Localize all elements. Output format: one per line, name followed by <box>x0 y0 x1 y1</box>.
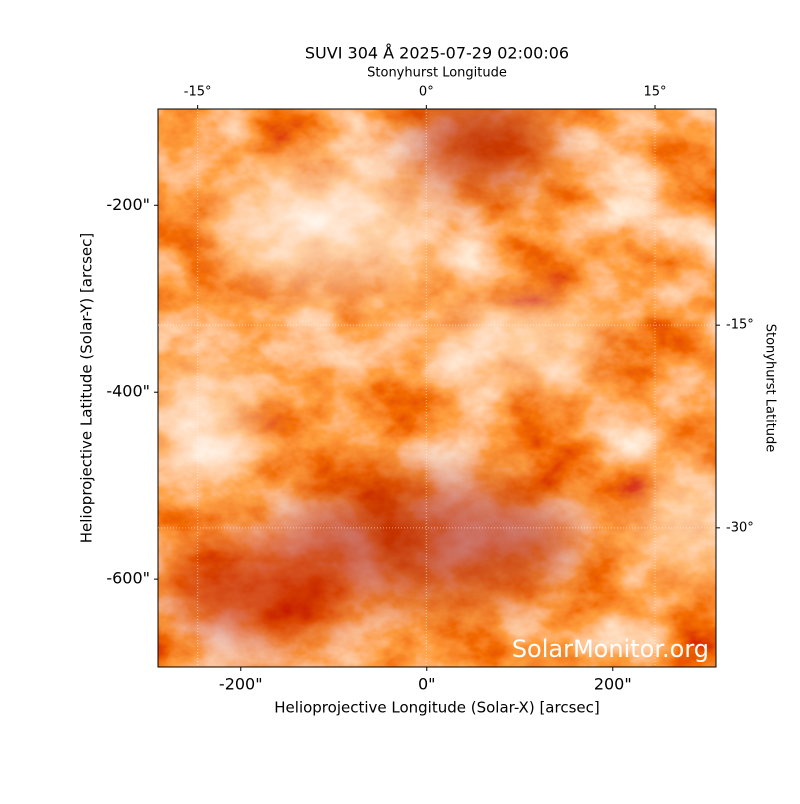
x-tick-label: 200" <box>594 675 632 694</box>
y-tick-label: -600" <box>106 569 150 588</box>
watermark: SolarMonitor.org <box>512 635 709 663</box>
x2-label: Stonyhurst Longitude <box>367 66 507 81</box>
y-tick-label: -400" <box>106 382 150 401</box>
y2-label: Stonyhurst Latitude <box>763 324 778 453</box>
x-tick-label: 0" <box>418 675 436 694</box>
solar-image <box>158 109 716 667</box>
y-label: Helioprojective Latitude (Solar-Y) [arcs… <box>78 233 96 543</box>
chart-title: SUVI 304 Å 2025-07-29 02:00:06 <box>305 44 569 63</box>
x2-tick-label: -15° <box>184 85 212 100</box>
x2-tick-label: 0° <box>419 85 434 100</box>
x-tick-label: -200" <box>219 675 263 694</box>
x-label: Helioprojective Longitude (Solar-X) [arc… <box>274 699 599 717</box>
y-tick-label: -200" <box>106 195 150 214</box>
y2-tick-label: -15° <box>726 318 754 333</box>
y2-tick-label: -30° <box>726 520 754 535</box>
axes-frame <box>157 108 717 668</box>
x2-tick-label: 15° <box>643 85 666 100</box>
